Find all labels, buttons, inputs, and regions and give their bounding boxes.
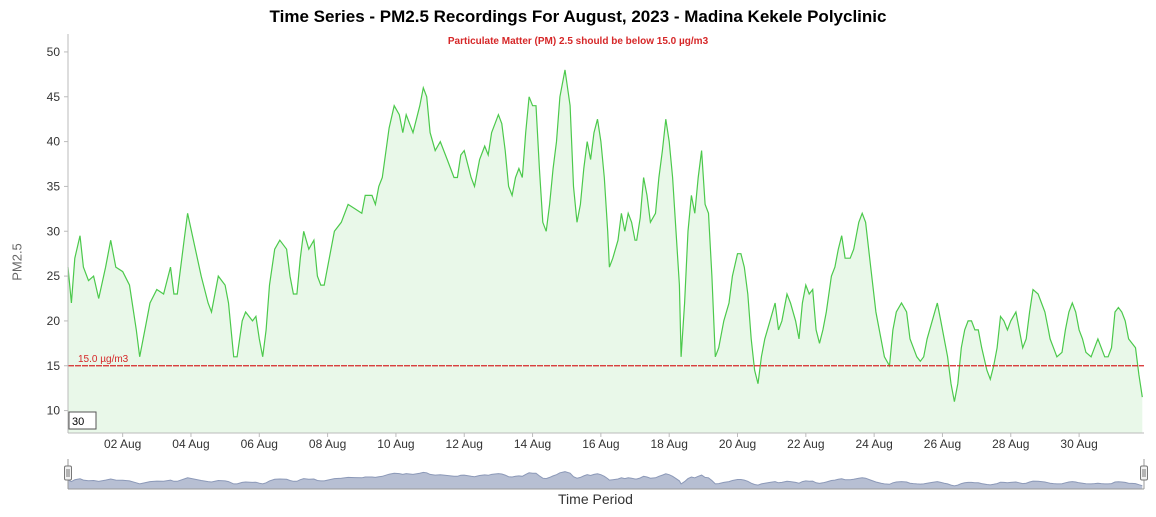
x-tick-label: 16 Aug — [582, 437, 619, 451]
navigator-right-handle[interactable] — [1140, 465, 1148, 481]
x-tick-label: 18 Aug — [651, 437, 688, 451]
x-tick-label: 26 Aug — [924, 437, 961, 451]
x-tick-label: 10 Aug — [377, 437, 414, 451]
x-tick-label: 28 Aug — [992, 437, 1029, 451]
x-axis: 02 Aug 04 Aug 06 Aug 08 Aug 10 Aug 12 Aug 14 A… — [68, 432, 1144, 451]
y-tick-label: 20 — [47, 314, 61, 328]
navigator[interactable] — [64, 459, 1148, 490]
navigator-left-handle[interactable] — [64, 465, 72, 481]
chart-subtitle: Particulate Matter (PM) 2.5 should be be… — [447, 36, 709, 47]
x-tick-label: 08 Aug — [309, 437, 346, 451]
x-tick-label: 12 Aug — [446, 437, 483, 451]
x-tick-label: 02 Aug — [104, 437, 141, 451]
navigator-line — [67, 471, 1143, 487]
y-tick-label: 45 — [47, 90, 61, 104]
x-tick-label: 20 Aug — [719, 437, 756, 451]
x-tick-label: 22 Aug — [787, 437, 824, 451]
y-tick-label: 35 — [47, 179, 61, 193]
y-tick-label: 50 — [47, 45, 61, 59]
x-tick-label: 06 Aug — [241, 437, 278, 451]
y-tick-label: 10 — [47, 404, 61, 418]
plot-area: 15.0 µg/m3 30 — [67, 69, 1144, 434]
chart-title: Time Series - PM2.5 Recordings For Augus… — [269, 7, 887, 26]
series-line — [67, 69, 1143, 402]
legend-badge-text: 30 — [72, 416, 84, 428]
x-tick-label: 24 Aug — [855, 437, 892, 451]
y-tick-label: 40 — [47, 135, 61, 149]
series-area — [68, 69, 1143, 434]
x-axis-label: Time Period — [558, 491, 633, 507]
x-tick-label: 04 Aug — [172, 437, 209, 451]
x-tick-label: 30 Aug — [1060, 437, 1097, 451]
threshold-label: 15.0 µg/m3 — [78, 354, 129, 365]
x-tick-label: 14 Aug — [514, 437, 551, 451]
y-axis: 10 15 20 25 30 35 40 45 50 — [47, 34, 69, 433]
y-tick-label: 15 — [47, 359, 61, 373]
navigator-area — [68, 471, 1143, 489]
legend-badge-box — [68, 411, 97, 430]
y-tick-label: 30 — [47, 224, 61, 238]
y-tick-label: 25 — [47, 269, 61, 283]
